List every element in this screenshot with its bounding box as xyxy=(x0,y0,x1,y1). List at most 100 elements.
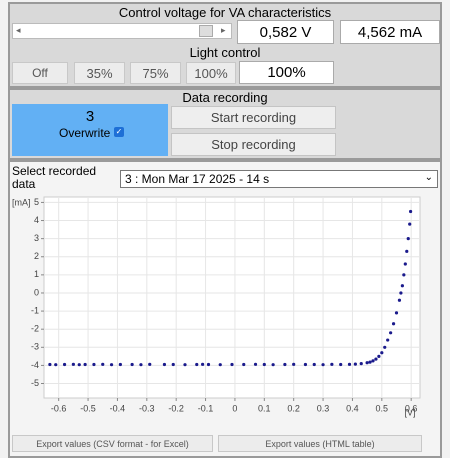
data-point xyxy=(406,237,410,241)
data-point xyxy=(101,362,105,366)
data-point xyxy=(206,362,211,367)
y-tick-label: 5 xyxy=(34,197,39,207)
export-csv-button[interactable]: Export values (CSV format - for Excel) xyxy=(12,435,213,452)
export-html-button[interactable]: Export values (HTML table) xyxy=(218,435,422,452)
x-tick-label: -0.5 xyxy=(80,403,96,413)
light-button[interactable]: Off xyxy=(12,62,68,84)
light-button[interactable]: 100% xyxy=(186,62,236,84)
data-point xyxy=(77,363,81,367)
data-point xyxy=(409,209,413,214)
start-button[interactable]: Start recording xyxy=(171,106,336,129)
y-axis-label: [mA] xyxy=(12,197,31,207)
x-tick-label: -0.2 xyxy=(168,403,184,413)
data-point xyxy=(139,363,143,367)
data-point xyxy=(148,362,152,366)
data-point xyxy=(218,363,222,367)
data-point xyxy=(62,362,67,367)
data-point xyxy=(253,362,258,366)
data-point xyxy=(380,351,384,355)
data-point xyxy=(400,284,404,288)
x-tick-label: 0 xyxy=(232,403,237,413)
slider-arrow: ◂ xyxy=(16,25,21,35)
data-point xyxy=(321,363,325,367)
data-point xyxy=(397,298,402,302)
data-point xyxy=(386,338,390,342)
data-point xyxy=(242,362,246,367)
slider-thumb[interactable] xyxy=(199,25,213,37)
x-tick-label: -0.1 xyxy=(198,403,214,413)
panel-title: Light control xyxy=(189,45,261,60)
y-tick-label: 2 xyxy=(34,251,39,261)
overwrite-label: Overwrite xyxy=(59,126,111,140)
record-count-box: 3 Overwrite ✓ xyxy=(12,104,168,156)
y-tick-label: -2 xyxy=(31,324,39,334)
y-tick-label: -3 xyxy=(31,342,39,352)
data-point xyxy=(92,362,96,367)
data-point xyxy=(71,362,75,366)
data-point xyxy=(365,361,369,365)
data-point xyxy=(118,362,122,367)
data-point xyxy=(347,362,352,366)
x-tick-label: -0.4 xyxy=(110,403,126,413)
data-point xyxy=(403,262,407,266)
x-tick-label: 0.6 xyxy=(405,403,418,413)
y-tick-label: 3 xyxy=(34,233,39,243)
light-button[interactable]: 35% xyxy=(74,62,125,84)
data-point xyxy=(303,362,308,367)
data-point xyxy=(283,362,287,367)
data-point xyxy=(371,359,375,363)
light-button[interactable]: 75% xyxy=(130,62,181,84)
data-point xyxy=(195,362,199,367)
data-point xyxy=(353,362,357,366)
data-point xyxy=(405,249,409,253)
data-point xyxy=(383,345,387,349)
data-point xyxy=(130,362,134,367)
data-point xyxy=(54,363,58,367)
data-point xyxy=(377,354,381,358)
record-count: 3 xyxy=(85,108,95,125)
select-value: 3 : Mon Mar 17 2025 - 14 s xyxy=(125,172,270,186)
slider-arrow: ▸ xyxy=(221,25,226,35)
data-point xyxy=(389,331,393,335)
data-point xyxy=(408,222,412,226)
panel-title: Data recording xyxy=(182,90,268,105)
y-tick-label: 4 xyxy=(34,215,39,225)
stop-button[interactable]: Stop recording xyxy=(171,133,336,156)
data-point xyxy=(368,360,372,364)
panel-title: Control voltage for VA characteristics xyxy=(118,5,332,20)
x-tick-label: 0.4 xyxy=(346,403,359,413)
chart: [mA] [V] 5 4 3 2 1 0 -1 -2 -3 -4 -5 -0.6 -0.5 -0.4 -0.… xyxy=(12,196,421,417)
data-point xyxy=(402,273,406,277)
slider[interactable]: ◂ ▸ xyxy=(12,23,232,39)
data-point xyxy=(230,362,234,367)
x-tick-label: 0.1 xyxy=(258,403,271,413)
data-point xyxy=(391,322,396,326)
data-point xyxy=(359,361,363,366)
voltage-value: 0,582 V xyxy=(237,20,334,44)
select-arrow: ⌄ xyxy=(424,172,433,183)
x-tick-label: 0.3 xyxy=(317,403,330,413)
data-point xyxy=(201,362,205,366)
data-point xyxy=(183,363,187,367)
record-select[interactable]: 3 : Mon Mar 17 2025 - 14 s ⌄ xyxy=(120,170,438,188)
x-tick-label: 0.2 xyxy=(287,403,300,413)
data-point xyxy=(83,362,87,367)
x-tick-label: 0.5 xyxy=(376,403,389,413)
current-value: 4,562 mA xyxy=(340,20,440,44)
data-point xyxy=(271,363,275,367)
data-point xyxy=(330,362,334,366)
data-point xyxy=(394,311,399,315)
y-tick-label: -4 xyxy=(31,360,39,370)
data-point xyxy=(374,357,378,361)
x-tick-label: -0.6 xyxy=(51,403,67,413)
light-value: 100% xyxy=(239,61,334,84)
select-label: Select recorded data xyxy=(12,164,97,191)
x-tick-label: -0.3 xyxy=(139,403,155,413)
y-tick-label: 0 xyxy=(34,287,39,297)
y-tick-label: -1 xyxy=(31,305,39,315)
x-axis-label: [V] xyxy=(404,407,415,417)
overwrite-checkbox[interactable]: ✓ xyxy=(114,127,124,137)
data-point xyxy=(162,362,167,367)
data-point xyxy=(339,362,343,367)
